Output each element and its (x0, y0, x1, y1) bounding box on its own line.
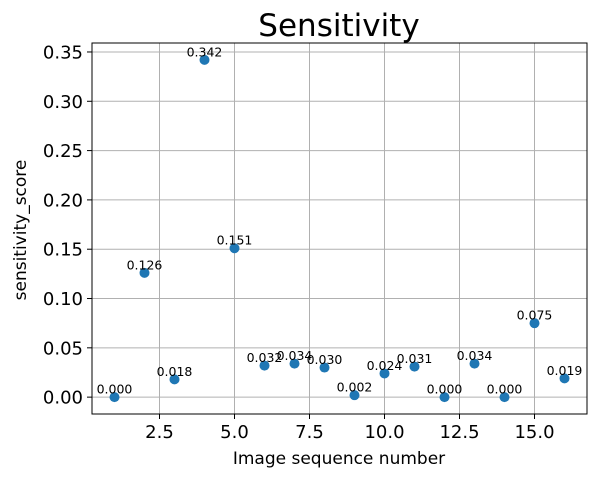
y-tick-label: 0.10 (43, 289, 83, 310)
chart-title: Sensitivity (258, 8, 419, 44)
data-label: 0.000 (487, 382, 523, 397)
data-label: 0.126 (127, 257, 163, 272)
x-tick-label: 12.5 (439, 422, 479, 443)
data-label: 0.024 (367, 358, 403, 373)
x-axis-label: Image sequence number (233, 449, 445, 469)
data-label: 0.031 (397, 351, 433, 366)
data-points (109, 54, 570, 403)
y-tick-label: 0.35 (43, 42, 83, 63)
data-point (139, 267, 150, 278)
data-label: 0.151 (217, 233, 253, 248)
plot-frame (91, 42, 588, 415)
x-tick-label: 2.5 (145, 422, 174, 443)
y-axis-ticks: 0.00 0.05 0.10 0.15 0.20 0.25 0.30 0.35 (43, 42, 92, 409)
data-point (259, 360, 270, 371)
data-point (379, 368, 390, 379)
x-tick-label: 7.5 (295, 422, 324, 443)
x-axis-ticks: 2.5 5.0 7.5 10.0 12.5 15.0 (145, 414, 555, 443)
y-tick-label: 0.30 (43, 92, 83, 113)
y-tick-label: 0.00 (43, 388, 83, 409)
data-point (409, 361, 420, 372)
x-tick-label: 10.0 (364, 422, 404, 443)
data-point (229, 243, 240, 254)
data-point (169, 374, 180, 385)
data-point (469, 358, 480, 369)
data-label: 0.030 (307, 352, 343, 367)
x-tick-label: 5.0 (220, 422, 249, 443)
y-axis-label: sensitivity_score (11, 160, 31, 301)
data-label: 0.002 (337, 380, 373, 395)
data-label: 0.034 (457, 348, 493, 363)
x-tick-label: 15.0 (514, 422, 554, 443)
y-tick-label: 0.25 (43, 141, 83, 162)
data-point (439, 392, 450, 403)
data-point (349, 390, 360, 401)
grid-lines (92, 43, 587, 414)
data-point (199, 54, 210, 65)
data-point (499, 392, 510, 403)
data-label: 0.034 (277, 348, 313, 363)
data-label: 0.000 (97, 382, 133, 397)
data-label: 0.019 (547, 363, 583, 378)
data-point (529, 318, 540, 329)
data-point (319, 362, 330, 373)
data-labels: 0.0000.1260.0180.3420.1510.0320.0340.030… (97, 44, 583, 396)
data-label: 0.018 (157, 364, 193, 379)
data-label: 0.342 (187, 44, 223, 59)
data-point (109, 392, 120, 403)
data-point (289, 358, 300, 369)
data-label: 0.000 (427, 382, 463, 397)
data-label: 0.075 (517, 308, 553, 323)
data-point (559, 373, 570, 384)
y-tick-label: 0.15 (43, 240, 83, 261)
y-tick-label: 0.05 (43, 338, 83, 359)
y-tick-label: 0.20 (43, 190, 83, 211)
data-label: 0.032 (247, 350, 283, 365)
